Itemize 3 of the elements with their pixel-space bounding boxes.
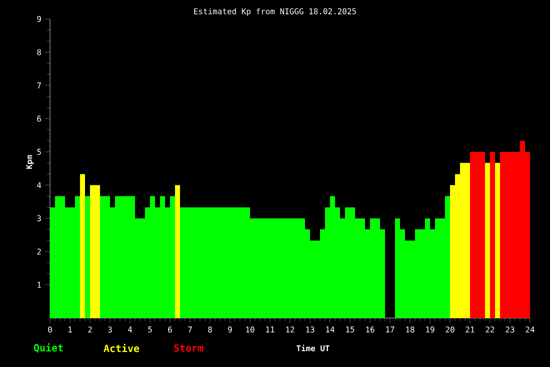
- text: Storm: [174, 344, 204, 352]
- text: Active: [104, 344, 140, 352]
- text: Quiet: [34, 343, 63, 353]
